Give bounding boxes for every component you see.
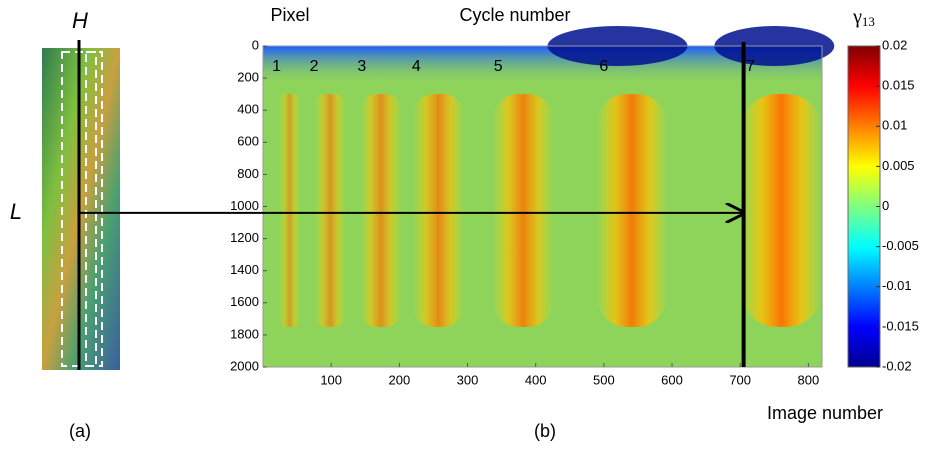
cycle-label: 6 [599,58,608,75]
colorbar-tick-label: 0 [882,198,889,213]
strain-band [596,94,667,327]
y-tick-label: 800 [237,166,259,181]
chart-title: Cycle number [459,5,570,25]
x-tick-label: 200 [388,372,410,387]
caption: (a) [69,421,91,441]
strain-band [315,94,346,327]
y-tick-label: 600 [237,134,259,149]
colorbar-tick-label: -0.005 [882,238,919,253]
cycle-label: 1 [272,58,281,75]
y-tick-label: 1000 [230,198,259,213]
strain-band [360,94,401,327]
symbol: γ [852,6,862,28]
x-tick-label: 500 [593,372,615,387]
x-tick-label: 400 [525,372,547,387]
cycle-label: 2 [310,58,319,75]
strain-band [493,94,554,327]
y-tick-label: 200 [237,70,259,85]
x-axis-label: Image number [767,403,883,423]
colorbar [847,45,881,368]
colorbar-tick-label: -0.01 [882,278,912,293]
x-tick-label: 300 [457,372,479,387]
colorbar-tick-label: -0.02 [882,358,912,373]
subscript: 13 [862,14,875,29]
panel-a-label: H [72,8,88,33]
cycle-label: 5 [494,58,503,75]
strain-band [279,94,300,327]
y-tick-label: 1400 [230,262,259,277]
colorbar-tick-label: 0.01 [882,118,907,133]
y-tick-label: 0 [252,37,259,52]
y-tick-label: 1800 [230,326,259,341]
y-tick-label: 1200 [230,230,259,245]
x-tick-label: 700 [729,372,751,387]
dashed-box [85,51,103,367]
cycle-label: 7 [746,58,755,75]
x-tick-label: 600 [661,372,683,387]
x-tick-label: 800 [798,372,820,387]
cycle-label: 4 [412,58,421,75]
strain-band [741,94,822,327]
colorbar-tick-label: 0.015 [882,78,915,93]
panel-a-label: L [10,199,22,224]
colorbar-tick-label: 0.02 [882,37,907,52]
y-tick-label: 1600 [230,294,259,309]
y-axis-label: Pixel [270,5,309,25]
colorbar-tick-label: 0.005 [882,158,915,173]
y-tick-label: 400 [237,102,259,117]
caption: (b) [534,421,556,441]
cycle-label: 3 [357,58,366,75]
x-tick-label: 100 [320,372,342,387]
strain-band [413,94,464,327]
colorbar-tick-label: -0.015 [882,318,919,333]
specimen-image [42,48,120,370]
colorbar-label: γ13 [852,6,875,29]
y-tick-label: 2000 [230,358,259,373]
